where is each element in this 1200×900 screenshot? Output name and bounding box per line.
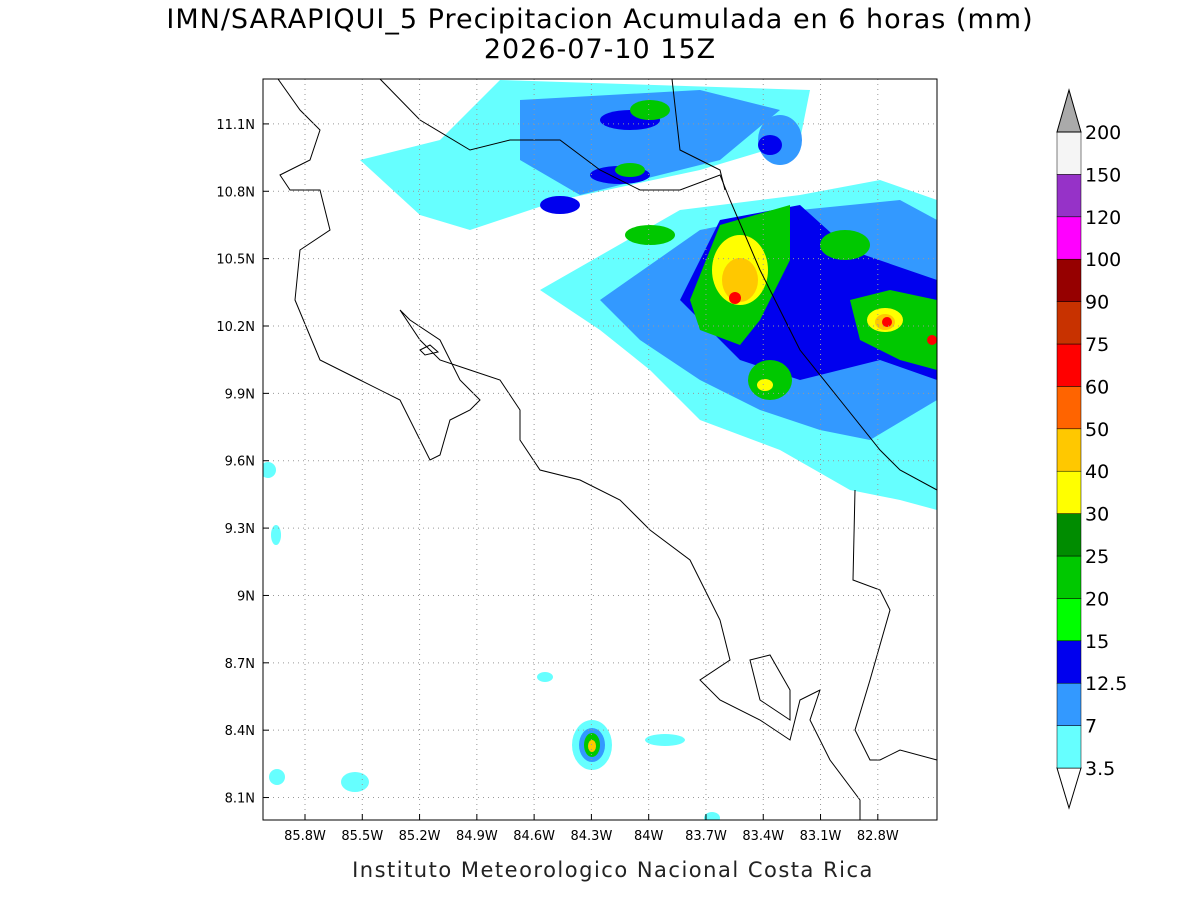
colorbar-segment	[1056, 513, 1082, 557]
colorbar-label: 90	[1085, 292, 1109, 314]
colorbar-segment	[1056, 682, 1082, 726]
colorbar: 3.5 7 12.5 15 20 25 30 40 50 60 75 90 100 120 150 200	[1056, 88, 1127, 810]
colorbar-segment	[1056, 216, 1082, 260]
colorbar-label: 25	[1085, 546, 1109, 568]
lon-label: 85.5W	[341, 829, 383, 844]
colorbar-label: 60	[1085, 376, 1109, 398]
colorbar-low	[1056, 767, 1082, 810]
lat-label: 10.5N	[216, 253, 255, 268]
colorbar-segment	[1056, 386, 1082, 430]
colorbar-segment	[1056, 258, 1082, 302]
lon-label: 83.4W	[742, 829, 784, 844]
colorbar-segment	[1056, 555, 1082, 599]
lon-label: 83.7W	[685, 829, 727, 844]
lat-label: 9.3N	[225, 522, 255, 537]
lon-label: 84W	[634, 829, 664, 844]
subtitle: 2026-07-10 15Z	[484, 34, 716, 65]
colorbar-segment	[1056, 598, 1082, 642]
lat-label: 10.8N	[216, 185, 255, 200]
lat-label: 9.6N	[225, 455, 255, 470]
title: IMN/SARAPIQUI_5 Precipitacion Acumulada …	[166, 4, 1033, 35]
colorbar-high	[1056, 88, 1082, 133]
colorbar-label: 40	[1085, 461, 1109, 483]
colorbar-label: 120	[1085, 207, 1121, 229]
colorbar-segment	[1056, 470, 1082, 514]
colorbar-segment	[1056, 131, 1082, 175]
colorbar-segment	[1056, 174, 1082, 218]
lat-label: 8.1N	[225, 792, 255, 807]
lat-label: 8.7N	[225, 657, 255, 672]
precipitation-field	[263, 79, 937, 820]
lon-label: 84.3W	[571, 829, 613, 844]
graticule: 11.1N 10.8N 10.5N 10.2N 9.9N 9.6N 9.3N 9N 8.7N 8.…	[216, 79, 937, 844]
colorbar-label: 3.5	[1085, 758, 1115, 780]
colorbar-label: 12.5	[1085, 673, 1127, 695]
lon-label: 83.1W	[800, 829, 842, 844]
lat-label: 10.2N	[216, 320, 255, 335]
lon-label: 82.8W	[857, 829, 899, 844]
colorbar-segment	[1056, 640, 1082, 684]
footer: Instituto Meteorologico Nacional Costa R…	[352, 858, 874, 882]
colorbar-label: 150	[1085, 164, 1121, 186]
colorbar-segment	[1056, 343, 1082, 387]
colorbar-label: 7	[1085, 716, 1097, 738]
colorbar-segment	[1056, 301, 1082, 345]
lat-label: 11.1N	[216, 118, 255, 133]
lon-label: 84.9W	[456, 829, 498, 844]
lat-label: 9.9N	[225, 387, 255, 402]
colorbar-segment	[1056, 725, 1082, 769]
colorbar-label: 200	[1085, 122, 1121, 144]
colorbar-label: 30	[1085, 504, 1109, 526]
colorbar-label: 50	[1085, 419, 1109, 441]
coastline	[277, 79, 937, 820]
map-frame	[262, 78, 938, 821]
lat-label: 9N	[237, 589, 255, 604]
colorbar-label: 100	[1085, 249, 1121, 271]
lon-label: 84.6W	[513, 829, 555, 844]
colorbar-label: 20	[1085, 588, 1109, 610]
precip-peak	[729, 292, 937, 345]
colorbar-label: 75	[1085, 334, 1109, 356]
colorbar-segment	[1056, 428, 1082, 472]
lon-label: 85.2W	[399, 829, 441, 844]
lon-label: 85.8W	[284, 829, 326, 844]
lat-label: 8.4N	[225, 724, 255, 739]
colorbar-label: 15	[1085, 631, 1109, 653]
